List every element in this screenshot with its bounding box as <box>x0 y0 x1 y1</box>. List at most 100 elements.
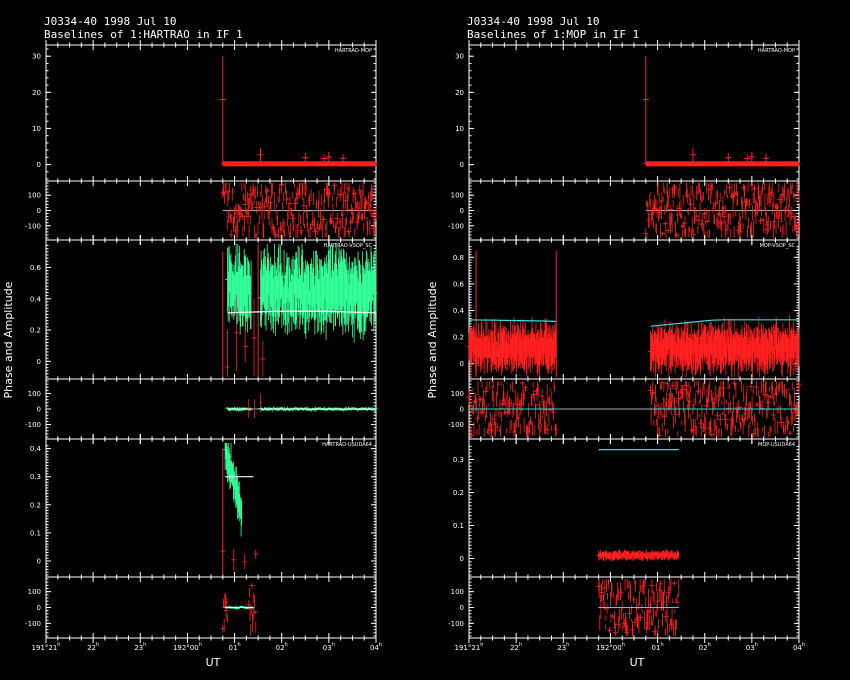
phase-tick-label: 100 <box>451 588 464 596</box>
x-tick-label: 23h <box>134 642 146 652</box>
baseline-label: HARTRAO-MOP <box>335 48 372 54</box>
panel-hartrao-vsop-sc: HARTRAO-VSOP_SC 0 0.2 0.4 0.6 -100 0 100 <box>25 235 378 444</box>
amp-tick-label: 0.6 <box>453 280 465 288</box>
x-tick-label: 02h <box>276 642 288 652</box>
amp-series-red <box>225 294 266 377</box>
phase-tick-label: 0 <box>460 406 464 414</box>
left-subtitle: Baselines of 1:HARTRAO in IF 1 <box>44 28 243 41</box>
phase-tick-label: -100 <box>25 222 41 230</box>
right-chart: HARTRAO-MOP 0 10 20 30 -100 0 100 MOP-VSOP_SC 0 0.… <box>448 40 805 652</box>
amp-series-green <box>222 443 243 537</box>
amp-tick-label: 20 <box>32 89 41 97</box>
amp-tick-label: 0 <box>460 555 464 563</box>
amp-series-red <box>466 314 801 377</box>
amp-tick-label: 0.2 <box>30 501 41 509</box>
phase-series-red <box>643 183 800 238</box>
phase-series-red <box>246 393 261 419</box>
phase-tick-label: 0 <box>37 207 41 215</box>
amp-tick-label: 0 <box>37 557 41 565</box>
left-y-axis-label: Phase and Amplitude <box>2 281 15 398</box>
amp-tick-label: 30 <box>455 53 464 61</box>
panel-frame <box>45 438 377 639</box>
amp-tick-label: 10 <box>32 125 41 133</box>
right-title: J0334-40 1998 Jul 10 <box>467 15 599 28</box>
amp-model-line <box>227 310 377 314</box>
amp-tick-label: 0 <box>460 360 464 368</box>
panel-mop-usuda64: MOP-USUDA64 0 0.1 0.2 0.3 -100 0 100 <box>448 434 800 643</box>
amp-tick-label: 0 <box>37 358 41 366</box>
amp-series-red <box>219 56 377 167</box>
panel-mop-vsop-sc: MOP-VSOP_SC 0 0.2 0.4 0.6 0.8 -100 0 100 <box>448 235 801 444</box>
amp-tick-label: 0.2 <box>453 334 464 342</box>
amp-series-red <box>596 548 680 562</box>
phase-series-red <box>466 381 801 437</box>
x-tick-label: 191°21h <box>32 642 61 652</box>
phase-tick-label: 100 <box>28 390 41 398</box>
panel-frame <box>468 438 800 639</box>
x-tick-label-sup: h <box>285 642 288 648</box>
phase-tick-label: -100 <box>448 421 464 429</box>
x-tick-label: 01h <box>229 642 241 652</box>
phase-tick-label: 100 <box>28 588 41 596</box>
phase-tick-label: 0 <box>460 604 464 612</box>
baseline-label: MOP-USUDA64 <box>758 442 795 448</box>
amp-tick-label: 10 <box>455 125 464 133</box>
panel-hartrao-usuda64: HARTRAO-USUDA64 0 0.1 0.2 0.3 0.4 -100 0 100 <box>25 434 377 643</box>
right-subtitle: Baselines of 1:MOP in IF 1 <box>467 28 639 41</box>
phase-tick-label: 0 <box>460 207 464 215</box>
phase-tick-label: -100 <box>448 620 464 628</box>
phase-tick-label: 100 <box>451 192 464 200</box>
panel-hartrao-mop: HARTRAO-MOP 0 10 20 30 -100 0 100 <box>25 40 377 245</box>
baseline-label: HARTRAO-USUDA64 <box>322 442 372 448</box>
baseline-label: HARTRAO-MOP <box>758 48 795 54</box>
x-tick-label: 192°00h <box>173 642 202 652</box>
baseline-label: MOP-VSOP_SC <box>760 243 796 249</box>
amp-model-line <box>468 319 557 323</box>
x-tick-label: 03h <box>323 642 335 652</box>
right-x-axis-label: UT <box>630 656 645 669</box>
amp-series-green <box>225 244 378 343</box>
amp-tick-label: 0 <box>37 161 41 169</box>
phase-series-red <box>220 583 258 636</box>
x-tick-label-sup: h <box>379 642 382 648</box>
amp-model-line <box>650 319 799 327</box>
phase-series-red <box>220 183 377 238</box>
phase-tick-label: -100 <box>448 222 464 230</box>
amp-tick-label: 20 <box>455 89 464 97</box>
phase-tick-label: 0 <box>37 406 41 414</box>
x-tick-label-sup: h <box>332 642 335 648</box>
amp-band <box>645 161 799 167</box>
baseline-label: HARTRAO-VSOP_SC <box>324 243 373 249</box>
amp-tick-label: 0.1 <box>453 522 464 530</box>
amp-tick-label: 0.6 <box>30 264 42 272</box>
x-tick-label-sup: h <box>143 642 146 648</box>
amp-tick-label: 0.4 <box>30 445 42 453</box>
amp-tick-label: 0.3 <box>30 473 41 481</box>
x-tick-label: 04h <box>370 642 382 652</box>
amp-series-red <box>642 56 800 167</box>
x-tick-label-sup: h <box>237 642 240 648</box>
amp-tick-label: 0.1 <box>30 529 41 537</box>
phase-tick-label: 100 <box>451 390 464 398</box>
amp-tick-label: 30 <box>32 53 41 61</box>
phase-tick-label: -100 <box>25 421 41 429</box>
amp-tick-label: 0.4 <box>30 295 42 303</box>
panel-hartrao-mop: HARTRAO-MOP 0 10 20 30 -100 0 100 <box>448 40 800 245</box>
right-y-axis-label: Phase and Amplitude <box>426 281 439 398</box>
x-tick-label-sup: h <box>57 642 60 648</box>
amp-tick-label: 0.4 <box>453 307 465 315</box>
x-tick-label-sup: h <box>96 642 99 648</box>
left-x-axis-label: UT <box>206 656 221 669</box>
left-title: J0334-40 1998 Jul 10 <box>44 15 176 28</box>
amp-tick-label: 0.3 <box>453 456 464 464</box>
phase-tick-label: 0 <box>37 604 41 612</box>
amp-tick-label: 0 <box>460 161 464 169</box>
amp-tick-label: 0.2 <box>453 489 464 497</box>
amp-series-red <box>220 546 259 571</box>
amp-band <box>222 161 376 167</box>
amp-tick-label: 0.2 <box>30 327 41 335</box>
amp-tick-label: 0.8 <box>453 254 464 262</box>
x-tick-label: 22h <box>87 642 99 652</box>
phase-tick-label: -100 <box>25 620 41 628</box>
